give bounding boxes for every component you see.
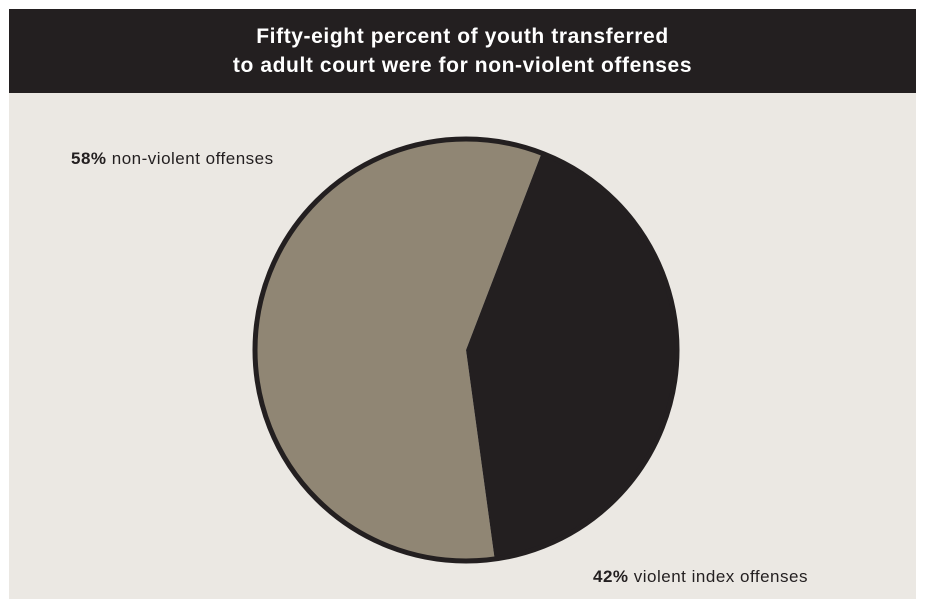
pie-slice-non-violent [255,139,542,562]
slice-label-violent-text: violent index offenses [633,567,808,586]
slice-label-non-violent: 58% non-violent offenses [71,149,274,169]
pie-group [252,136,680,564]
chart-title-bar: Fifty-eight percent of youth transferred… [9,9,916,93]
pie-outline [252,136,680,564]
pie-slice-violent [466,153,678,560]
slice-label-violent: 42% violent index offenses [593,567,808,587]
chart-title-line-1: Fifty-eight percent of youth transferred [256,25,669,48]
slice-label-violent-pct: 42% [593,567,629,586]
chart-title-line-2: to adult court were for non-violent offe… [232,54,693,77]
slice-label-non-violent-pct: 58% [71,149,107,168]
slice-label-non-violent-text: non-violent offenses [111,149,274,168]
